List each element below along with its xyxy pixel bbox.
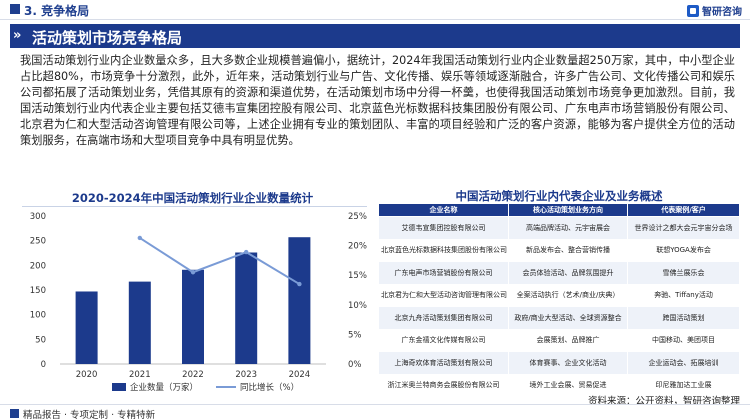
page-banner: » 活动策划市场竞争格局 [10,24,740,48]
business-direction: 会员体验活动、品牌氛围提升 [507,261,629,285]
chevron-right-icon: » [13,28,22,43]
footer-slogan: 精品报告 · 专项定制 · 专精特新 [23,410,156,420]
x-tick-label: 2022 [182,370,204,380]
enterprise-count-chart: 0 50 100 150 200 250 300 0% 5% 10% 15% 20% 25% 2020 20… [30,212,367,393]
bar-2021 [128,281,151,364]
table-row: 上海奇欢体育活动策划有限公司 体育赛事、企业文化活动 企业运动会、拓展培训 [378,351,740,375]
company-name: 艾德韦宣集团控股有限公司 [378,216,509,240]
business-direction: 新品发布会、整合营销传播 [507,238,629,262]
y2-tick-label: 0% [348,360,362,370]
company-name: 浙江米奥兰特商务会展股份有限公司 [378,373,509,397]
bar-2024 [288,237,311,364]
chart-title: 2020-2024年中国活动策划行业企业数量统计 [71,191,314,205]
bar-2020 [75,291,98,364]
bottom-bar: 精品报告 · 专项定制 · 专精特新 [0,404,750,420]
table-row: 浙江米奥兰特商务会展股份有限公司 境外工业会展、贸易促进 印尼雅加达工业展 [378,373,740,397]
business-direction: 全案活动执行（艺术/商业/庆典） [507,283,629,307]
table-header-cases: 代表案例/客户 [627,203,740,217]
growth-line [139,237,300,285]
brand-logo: 智研咨询 [687,3,742,18]
y-tick-label: 300 [30,212,46,222]
x-tick-label: 2020 [76,370,98,380]
client-case: 中国移动、美团项目 [627,328,740,352]
section-title: 3. 竞争格局 [24,4,90,18]
legend-label-line: 同比增长（%） [240,382,299,393]
company-name: 北京九舟活动策划集团有限公司 [378,306,509,330]
y2-tick-label: 10% [348,301,367,311]
y2-tick-label: 5% [348,330,362,340]
business-direction: 高端品牌活动、元宇宙展会 [507,216,629,240]
growth-point [297,281,302,287]
y-tick-label: 50 [35,335,46,345]
y-tick-label: 250 [30,237,46,247]
client-case: 印尼雅加达工业展 [627,373,740,397]
company-name: 广东金禧文化传媒有限公司 [378,328,509,352]
y-tick-label: 150 [30,286,46,296]
legend-swatch-bar [112,383,126,391]
source-note: 资料来源：公开资料，智研咨询整理 [587,396,740,407]
table-header-row: 企业名称 核心活动策划业务方向 代表案例/客户 [378,203,740,217]
growth-point [137,235,142,241]
table-row: 广东金禧文化传媒有限公司 会展策划、品牌推广 中国移动、美团项目 [378,328,740,352]
client-case: 联想YOGA发布会 [627,238,740,262]
company-name: 上海奇欢体育活动策划有限公司 [378,351,509,375]
intro-paragraph: 我国活动策划行业内企业数量众多，且大多数企业规模普遍偏小，据统计，2024年我国… [20,54,735,147]
y2-tick-label: 25% [348,212,367,222]
company-table: 企业名称 核心活动策划业务方向 代表案例/客户 艾德韦宣集团控股有限公司 高端品牌… [378,203,740,397]
client-case: 跨国活动策划 [627,306,740,330]
client-case: 雪佛兰展乐会 [627,261,740,285]
y2-tick-label: 15% [348,271,367,281]
y-tick-label: 200 [30,261,46,271]
client-case: 世界设计之都大会元宇宙分会场 [627,216,740,240]
bar-2022 [182,269,204,364]
x-tick-label: 2024 [289,370,311,380]
table-row: 北京蓝色光标数据科技集团股份有限公司 新品发布会、整合营销传播 联想YOGA发布会 [378,238,740,262]
growth-point [244,249,249,255]
business-direction: 政府/商业大型活动、全球资源整合 [507,306,629,330]
business-direction: 会展策划、品牌推广 [507,328,629,352]
x-tick-label: 2023 [235,370,257,380]
y2-tick-label: 20% [348,242,367,252]
page-title: 活动策划市场竞争格局 [32,29,183,47]
y-tick-label: 100 [30,311,46,321]
company-name: 北京君为仁和大型活动咨询管理有限公司 [378,283,509,307]
client-case: 奔驰、Tiffany活动 [627,283,740,307]
brand-mark-icon [687,4,699,17]
table-row: 广东电声市场营销股份有限公司 会员体验活动、品牌氛围提升 雪佛兰展乐会 [378,261,740,285]
growth-point [190,270,196,275]
table-row: 艾德韦宣集团控股有限公司 高端品牌活动、元宇宙展会 世界设计之都大会元宇宙分会场 [378,216,740,240]
bar-2023 [235,252,258,364]
top-bar: 3. 竞争格局 智研咨询 [0,0,750,20]
client-case: 企业运动会、拓展培训 [627,351,740,375]
table-header-company: 企业名称 [378,203,509,217]
footer-marker-icon [10,409,19,418]
brand-name: 智研咨询 [702,7,742,18]
company-name: 北京蓝色光标数据科技集团股份有限公司 [378,238,509,262]
table-title: 中国活动策划行业内代表企业及业务概述 [455,189,663,203]
company-name: 广东电声市场营销股份有限公司 [378,261,509,285]
business-direction: 体育赛事、企业文化活动 [507,351,629,375]
table-row: 北京君为仁和大型活动咨询管理有限公司 全案活动执行（艺术/商业/庆典） 奔驰、Tif… [378,283,740,307]
y-tick-label: 0 [41,360,46,370]
x-tick-label: 2021 [129,370,151,380]
table-header-business: 核心活动策划业务方向 [507,203,629,217]
table-row: 北京九舟活动策划集团有限公司 政府/商业大型活动、全球资源整合 跨国活动策划 [378,306,740,330]
business-direction: 境外工业会展、贸易促进 [507,373,629,397]
section-marker-icon [10,4,20,14]
chart-title-divider [22,206,367,207]
legend-label-bar: 企业数量（万家） [130,382,198,393]
